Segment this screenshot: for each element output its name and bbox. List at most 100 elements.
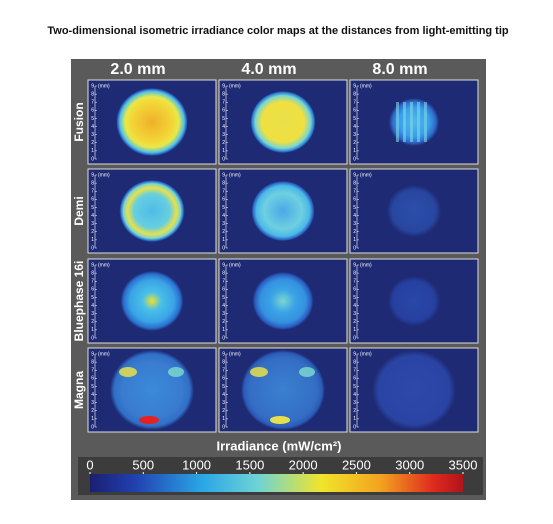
ruler-label: 2 bbox=[91, 140, 94, 146]
ruler-label: 5 bbox=[222, 384, 225, 390]
ruler-label: 4 bbox=[222, 213, 225, 219]
ruler-label: 7 bbox=[353, 279, 356, 285]
ruler-label: 7 bbox=[353, 189, 356, 195]
ruler-label: 1 bbox=[91, 327, 94, 333]
colorbar-tick-label: 500 bbox=[132, 457, 154, 472]
ruler-label: 9 bbox=[222, 83, 225, 89]
ruler-label: 1 bbox=[91, 148, 94, 154]
ruler-label: 9 bbox=[222, 351, 225, 357]
ruler-label: 3 bbox=[353, 221, 356, 227]
hot-spot bbox=[139, 416, 159, 424]
ruler-label: 3 bbox=[91, 400, 94, 406]
hot-spot bbox=[119, 367, 137, 377]
ruler-unit: (mm) bbox=[98, 83, 110, 89]
irradiance-map bbox=[387, 276, 441, 326]
stripe bbox=[410, 102, 413, 142]
ruler-label: 6 bbox=[222, 287, 225, 293]
ruler-label: 2 bbox=[222, 408, 225, 414]
ruler-label: 7 bbox=[222, 368, 225, 374]
irradiance-map bbox=[372, 350, 456, 430]
ruler-label: 7 bbox=[222, 279, 225, 285]
ruler-label: 8 bbox=[91, 270, 94, 276]
ruler-label: 2 bbox=[222, 140, 225, 146]
ruler-unit: (mm) bbox=[229, 83, 241, 89]
ruler-unit: (mm) bbox=[360, 351, 372, 357]
irradiance-map bbox=[116, 88, 188, 156]
ruler-label: 1 bbox=[353, 237, 356, 243]
ruler-label: 1 bbox=[222, 327, 225, 333]
ruler-label: 3 bbox=[353, 311, 356, 317]
ruler-label: 7 bbox=[91, 100, 94, 106]
ruler-label: 3 bbox=[91, 221, 94, 227]
ruler-label: 6 bbox=[353, 376, 356, 382]
ruler-label: 9 bbox=[91, 351, 94, 357]
ruler-label: 0 bbox=[353, 424, 356, 430]
row-label: Bluephase 16i bbox=[72, 261, 86, 342]
ruler-label: 0 bbox=[353, 335, 356, 341]
ruler-label: 0 bbox=[91, 335, 94, 341]
ruler-label: 6 bbox=[91, 376, 94, 382]
irradiance-map bbox=[250, 91, 316, 153]
ruler-label: 2 bbox=[353, 408, 356, 414]
ruler-unit: (mm) bbox=[229, 351, 241, 357]
ruler-label: 9 bbox=[222, 172, 225, 178]
ruler-label: 4 bbox=[353, 392, 356, 398]
ruler-label: 4 bbox=[91, 303, 94, 309]
colorbar-tick-label: 3500 bbox=[449, 457, 478, 472]
ruler-label: 5 bbox=[222, 116, 225, 122]
ruler-label: 5 bbox=[91, 295, 94, 301]
ruler-label: 6 bbox=[222, 376, 225, 382]
ruler-label: 1 bbox=[91, 237, 94, 243]
ruler-label: 2 bbox=[91, 229, 94, 235]
ruler-label: 3 bbox=[222, 311, 225, 317]
ruler-label: 0 bbox=[222, 424, 225, 430]
ruler-label: 8 bbox=[91, 359, 94, 365]
ruler-label: 1 bbox=[91, 416, 94, 422]
ruler-unit: (mm) bbox=[98, 172, 110, 178]
row-label: Demi bbox=[72, 196, 86, 225]
ruler-label: 5 bbox=[353, 205, 356, 211]
colorbar-tick-label: 1500 bbox=[235, 457, 264, 472]
ruler-label: 1 bbox=[353, 416, 356, 422]
ruler-label: 3 bbox=[91, 311, 94, 317]
irradiance-map bbox=[252, 272, 314, 330]
ruler-label: 5 bbox=[353, 384, 356, 390]
ruler-label: 5 bbox=[91, 116, 94, 122]
ruler-label: 3 bbox=[222, 400, 225, 406]
irradiance-map bbox=[386, 185, 442, 237]
ruler-label: 1 bbox=[222, 237, 225, 243]
ruler-label: 8 bbox=[91, 91, 94, 97]
colorbar-tick-label: 2500 bbox=[342, 457, 371, 472]
ruler-label: 9 bbox=[353, 83, 356, 89]
ruler-label: 3 bbox=[353, 400, 356, 406]
ruler-label: 2 bbox=[91, 319, 94, 325]
ruler-label: 8 bbox=[353, 270, 356, 276]
ruler-label: 9 bbox=[91, 172, 94, 178]
stripe bbox=[417, 102, 420, 142]
irradiance-map bbox=[251, 181, 315, 241]
colorbar-tick-label: 3000 bbox=[395, 457, 424, 472]
ruler-unit: (mm) bbox=[98, 262, 110, 268]
ruler-label: 8 bbox=[222, 359, 225, 365]
ruler-label: 0 bbox=[91, 156, 94, 162]
ruler-label: 1 bbox=[353, 327, 356, 333]
colorbar bbox=[90, 474, 463, 492]
colorbar-label: Irradiance (mW/cm²) bbox=[217, 438, 342, 453]
ruler-label: 2 bbox=[353, 229, 356, 235]
column-label: 2.0 mm bbox=[110, 61, 165, 78]
ruler-label: 4 bbox=[353, 124, 356, 130]
hot-spot bbox=[168, 367, 184, 377]
map-panel bbox=[349, 258, 479, 344]
ruler-label: 0 bbox=[91, 424, 94, 430]
ruler-label: 0 bbox=[222, 335, 225, 341]
ruler-label: 6 bbox=[353, 287, 356, 293]
ruler-label: 0 bbox=[353, 245, 356, 251]
hot-spot bbox=[270, 416, 290, 424]
ruler-label: 5 bbox=[353, 116, 356, 122]
ruler-label: 4 bbox=[222, 392, 225, 398]
ruler-label: 2 bbox=[353, 140, 356, 146]
ruler-label: 8 bbox=[222, 180, 225, 186]
ruler-label: 7 bbox=[222, 189, 225, 195]
ruler-unit: (mm) bbox=[360, 172, 372, 178]
